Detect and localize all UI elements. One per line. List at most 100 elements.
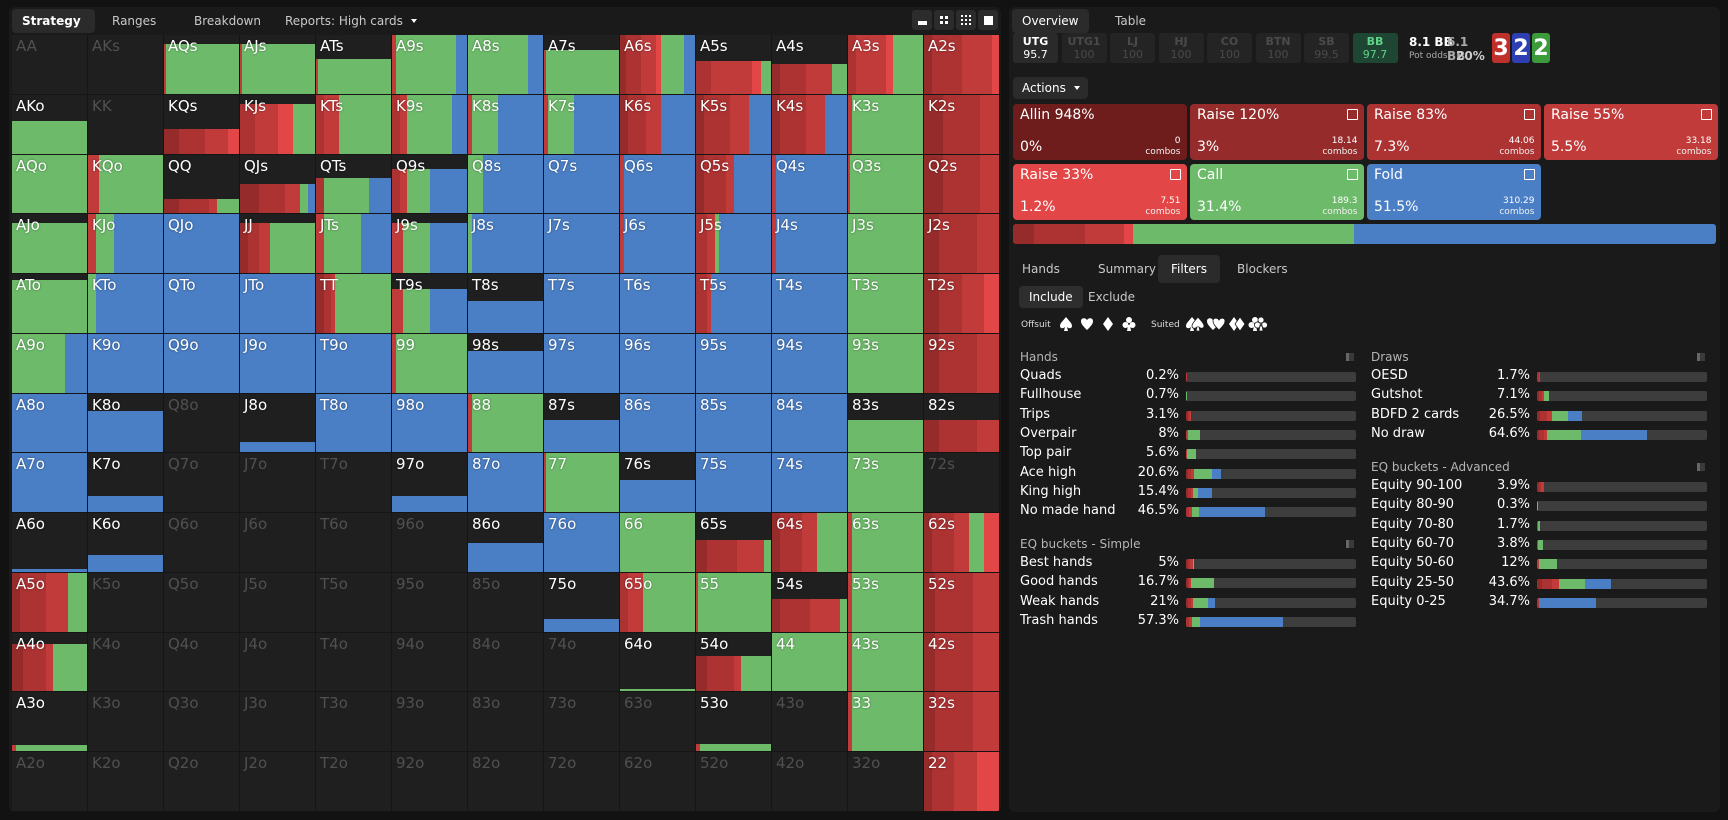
action-card-raise55[interactable]: Raise 55% 5.5% 33.18 combos [1544, 104, 1718, 160]
hand-cell-A9o[interactable]: A9o [12, 333, 88, 394]
club-icon[interactable] [1248, 316, 1268, 336]
hand-cell-A8s[interactable]: A8s [468, 35, 544, 95]
hand-cell-93o[interactable]: 93o [392, 692, 468, 753]
hand-cell-AKs[interactable]: AKs [88, 35, 164, 95]
hand-cell-T5o[interactable]: T5o [316, 572, 392, 633]
hand-cell-KTo[interactable]: KTo [88, 274, 164, 334]
heart-icon[interactable] [1206, 316, 1226, 336]
hand-cell-Q8o[interactable]: Q8o [164, 393, 240, 454]
hand-cell-86o[interactable]: 86o [468, 513, 544, 573]
hand-cell-T6s[interactable]: T6s [620, 274, 696, 334]
hand-cell-64s[interactable]: 64s [772, 513, 848, 573]
hand-cell-Q5s[interactable]: Q5s [696, 154, 772, 215]
hand-cell-Q7s[interactable]: Q7s [544, 154, 620, 215]
hand-cell-T4o[interactable]: T4o [316, 632, 392, 693]
hand-cell-52o[interactable]: 52o [696, 752, 772, 812]
actions-dropdown[interactable]: Actions [1013, 77, 1088, 99]
hand-cell-T7o[interactable]: T7o [316, 453, 392, 514]
hand-cell-K4o[interactable]: K4o [88, 632, 164, 693]
hand-cell-98o[interactable]: 98o [392, 393, 468, 454]
hand-cell-J4s[interactable]: J4s [772, 214, 848, 275]
tab-overview[interactable]: Overview [1012, 9, 1089, 33]
hand-cell-85s[interactable]: 85s [696, 393, 772, 454]
hand-cell-95s[interactable]: 95s [696, 333, 772, 394]
hand-cell-Q3s[interactable]: Q3s [848, 154, 924, 215]
position-sb[interactable]: SB 99.5 [1304, 33, 1349, 63]
hand-cell-33[interactable]: 33 [848, 692, 924, 753]
hand-cell-75s[interactable]: 75s [696, 453, 772, 514]
action-card-call[interactable]: Call 31.4% 189.3 combos [1190, 164, 1364, 220]
hand-cell-K3s[interactable]: K3s [848, 94, 924, 155]
hand-cell-J6o[interactable]: J6o [240, 513, 316, 573]
hand-cell-Q6o[interactable]: Q6o [164, 513, 240, 573]
collapse-icon[interactable] [1697, 353, 1705, 361]
hand-cell-K9o[interactable]: K9o [88, 333, 164, 394]
hand-cell-K7o[interactable]: K7o [88, 453, 164, 514]
hand-cell-QJs[interactable]: QJs [240, 154, 316, 215]
position-bb[interactable]: BB 97.7 [1352, 33, 1398, 63]
hand-cell-Q3o[interactable]: Q3o [164, 692, 240, 753]
hand-cell-84o[interactable]: 84o [468, 632, 544, 693]
hand-cell-65o[interactable]: 65o [620, 572, 696, 633]
hand-cell-QJo[interactable]: QJo [164, 214, 240, 275]
hand-cell-42o[interactable]: 42o [772, 752, 848, 812]
hand-cell-93s[interactable]: 93s [848, 333, 924, 394]
hand-cell-Q9s[interactable]: Q9s [392, 154, 468, 215]
hand-cell-A5o[interactable]: A5o [12, 572, 88, 633]
hand-cell-Q7o[interactable]: Q7o [164, 453, 240, 514]
hand-cell-J2o[interactable]: J2o [240, 752, 316, 812]
hand-cell-Q8s[interactable]: Q8s [468, 154, 544, 215]
hand-cell-AA[interactable]: AA [12, 35, 88, 95]
hand-cell-J3s[interactable]: J3s [848, 214, 924, 275]
action-card-allin[interactable]: Allin 948% 0% 0 combos [1013, 104, 1187, 160]
hand-cell-T8o[interactable]: T8o [316, 393, 392, 454]
hand-cell-Q4o[interactable]: Q4o [164, 632, 240, 693]
position-utg1[interactable]: UTG1 100 [1061, 33, 1107, 63]
hand-cell-AKo[interactable]: AKo [12, 94, 88, 155]
hand-cell-76o[interactable]: 76o [544, 513, 620, 573]
hand-cell-64o[interactable]: 64o [620, 632, 696, 693]
hand-cell-J7o[interactable]: J7o [240, 453, 316, 514]
hand-cell-63o[interactable]: 63o [620, 692, 696, 753]
hand-cell-QTo[interactable]: QTo [164, 274, 240, 334]
hand-cell-52s[interactable]: 52s [924, 572, 1000, 633]
hand-cell-53o[interactable]: 53o [696, 692, 772, 753]
hand-cell-83s[interactable]: 83s [848, 393, 924, 454]
hand-cell-44[interactable]: 44 [772, 632, 848, 693]
hand-cell-66[interactable]: 66 [620, 513, 696, 573]
hand-cell-A9s[interactable]: A9s [392, 35, 468, 95]
hand-cell-95o[interactable]: 95o [392, 572, 468, 633]
hand-cell-74s[interactable]: 74s [772, 453, 848, 514]
hand-cell-Q6s[interactable]: Q6s [620, 154, 696, 215]
hand-cell-Q2o[interactable]: Q2o [164, 752, 240, 812]
tab-breakdown[interactable]: Breakdown [194, 14, 261, 28]
position-lj[interactable]: LJ 100 [1110, 33, 1155, 63]
hand-cell-Q2s[interactable]: Q2s [924, 154, 1000, 215]
action-card-fold[interactable]: Fold 51.5% 310.29 combos [1367, 164, 1541, 220]
layout-4-icon[interactable] [934, 10, 954, 30]
hand-cell-QQ[interactable]: QQ [164, 154, 240, 215]
hand-cell-K5o[interactable]: K5o [88, 572, 164, 633]
hand-cell-85o[interactable]: 85o [468, 572, 544, 633]
hand-cell-73s[interactable]: 73s [848, 453, 924, 514]
hand-cell-K8o[interactable]: K8o [88, 393, 164, 454]
hand-cell-T2o[interactable]: T2o [316, 752, 392, 812]
hand-cell-96s[interactable]: 96s [620, 333, 696, 394]
hand-cell-T9s[interactable]: T9s [392, 274, 468, 334]
hand-cell-75o[interactable]: 75o [544, 572, 620, 633]
report-icon[interactable] [1523, 169, 1535, 180]
hand-cell-KJs[interactable]: KJs [240, 94, 316, 155]
hand-cell-A7s[interactable]: A7s [544, 35, 620, 95]
hand-cell-62o[interactable]: 62o [620, 752, 696, 812]
tab-table[interactable]: Table [1115, 14, 1147, 28]
hand-cell-T2s[interactable]: T2s [924, 274, 1000, 334]
hand-cell-A2s[interactable]: A2s [924, 35, 1000, 95]
hand-cell-77[interactable]: 77 [544, 453, 620, 514]
hand-cell-K7s[interactable]: K7s [544, 94, 620, 155]
hand-cell-K5s[interactable]: K5s [696, 94, 772, 155]
hand-cell-AJo[interactable]: AJo [12, 214, 88, 275]
hand-cell-A6s[interactable]: A6s [620, 35, 696, 95]
hand-cell-J8o[interactable]: J8o [240, 393, 316, 454]
hand-cell-T7s[interactable]: T7s [544, 274, 620, 334]
hand-cell-94o[interactable]: 94o [392, 632, 468, 693]
